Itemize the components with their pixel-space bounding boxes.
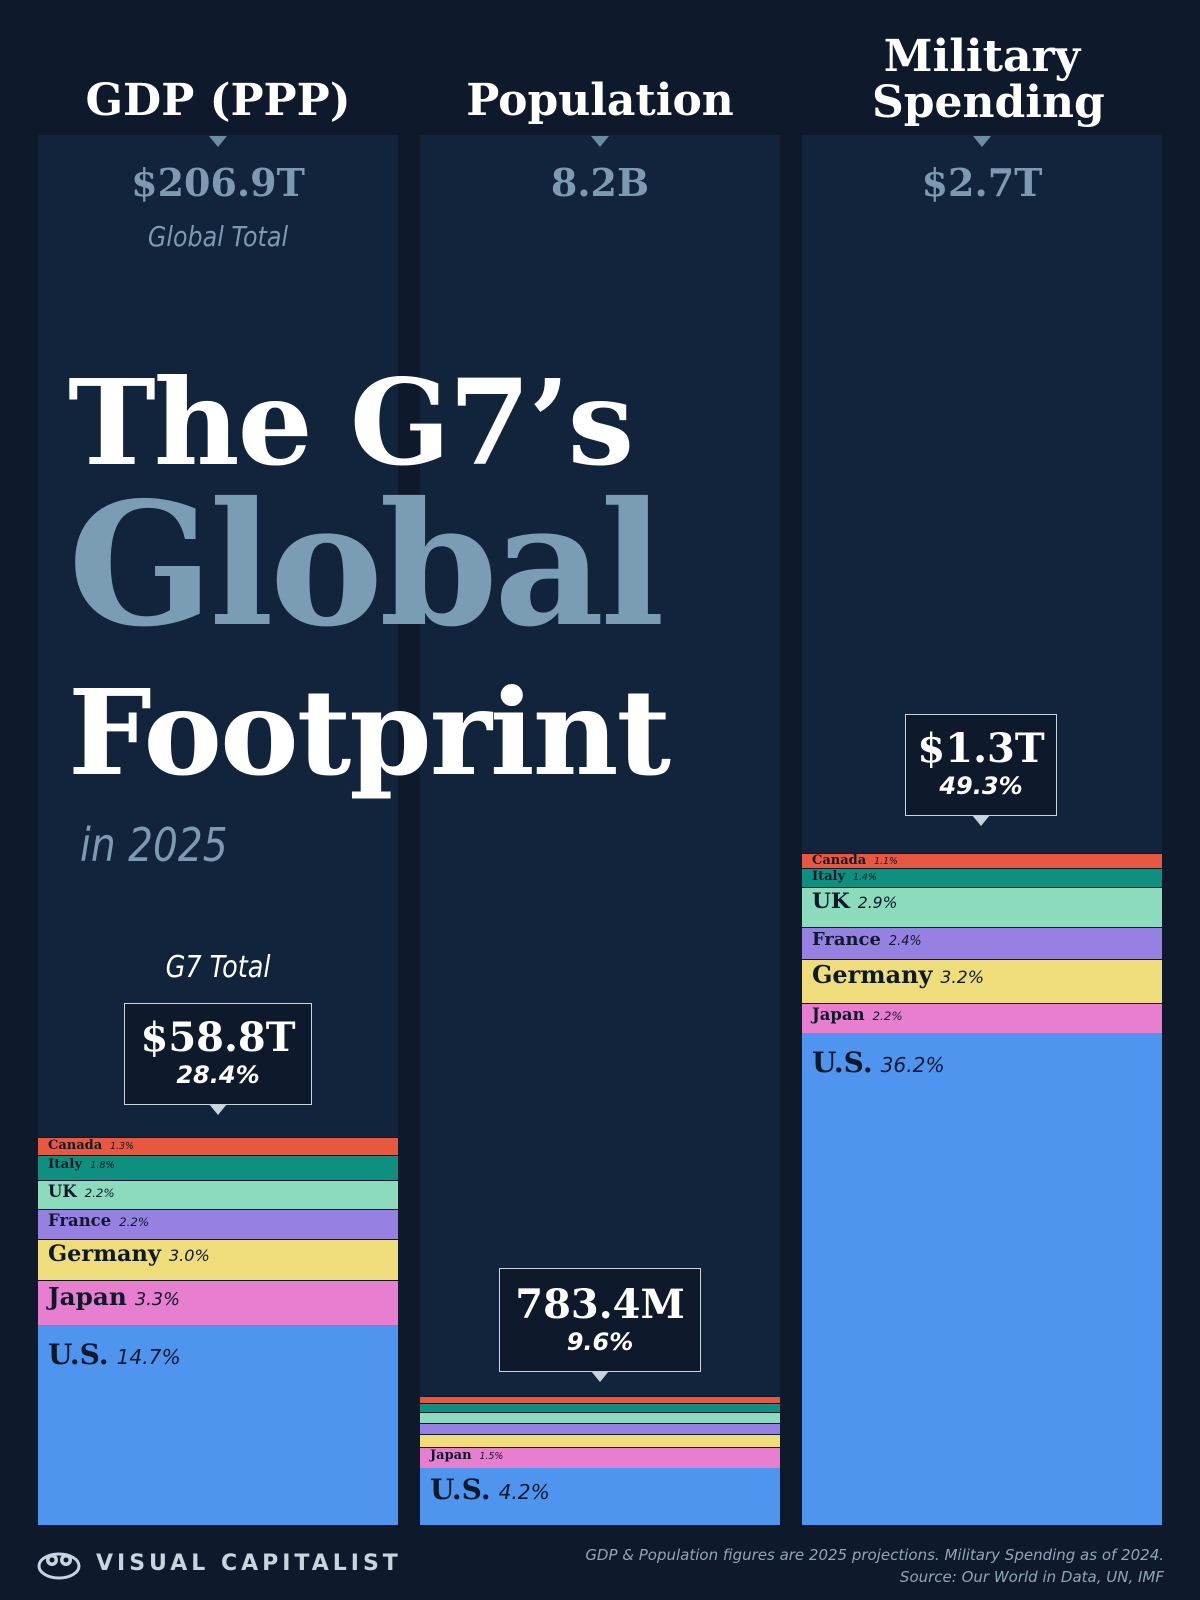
military-g7-total: $1.3T — [917, 725, 1045, 772]
population-bar-japan: Japan 1.5% — [420, 1447, 780, 1468]
gdp-bar-label-percent: 3.3% — [134, 1290, 180, 1311]
gdp-bar-us: U.S. 14.7% — [38, 1325, 398, 1525]
military-bar-label-percent: 2.2% — [872, 1008, 903, 1023]
population-bar-italy — [420, 1402, 780, 1413]
population-bar-germany — [420, 1433, 780, 1448]
population-bar-label-percent: 4.2% — [498, 1480, 550, 1505]
g7-total-label: G7 Total — [165, 950, 271, 985]
gdp-bar-label-country: Japan — [48, 1282, 127, 1312]
gdp-bar-label-percent: 1.8% — [90, 1160, 115, 1172]
military-callout-tail — [972, 815, 990, 826]
military-bar-canada: Canada 1.1% — [802, 853, 1162, 869]
gdp-bar-japan: Japan 3.3% — [38, 1280, 398, 1326]
population-header: Population — [466, 75, 734, 126]
military-bar-italy: Italy 1.4% — [802, 868, 1162, 888]
gdp-callout-tail — [209, 1104, 227, 1115]
gdp-global-total-label: Global Total — [147, 220, 289, 253]
population-global-total: 8.2B — [550, 160, 650, 205]
gdp-bar-label-country: France — [48, 1211, 112, 1231]
military-caret-icon — [973, 136, 991, 147]
military-bar-label-percent: 36.2% — [880, 1052, 945, 1077]
population-callout-tail — [591, 1371, 609, 1382]
brand-name: VISUAL CAPITALIST — [96, 1550, 402, 1576]
source-note-line-1: GDP & Population figures are 2025 projec… — [585, 1546, 1164, 1564]
military-bar-label-percent: 1.1% — [874, 856, 898, 868]
military-bar-label-country: U.S. — [812, 1045, 873, 1079]
military-global-total: $2.7T — [921, 160, 1043, 205]
gdp-bar-italy: Italy 1.8% — [38, 1155, 398, 1180]
source-note-line-2: Source: Our World in Data, UN, IMF — [899, 1568, 1164, 1586]
gdp-bar-label-country: Germany — [48, 1241, 161, 1268]
gdp-bar-label-country: Italy — [48, 1156, 83, 1173]
gdp-bar-label-percent: 14.7% — [116, 1345, 181, 1370]
military-bar-label-country: France — [812, 928, 881, 950]
gdp-bar-label-percent: 1.3% — [110, 1141, 134, 1153]
population-bar-france — [420, 1423, 780, 1434]
military-bar-label-country: Canada — [812, 853, 867, 869]
gdp-global-total: $206.9T — [131, 160, 305, 205]
gdp-g7-callout: $58.8T 28.4% — [124, 1003, 312, 1115]
population-bar-us: U.S. 4.2% — [420, 1467, 780, 1525]
military-bar-label-country: UK — [812, 889, 850, 915]
gdp-bar-canada: Canada 1.3% — [38, 1137, 398, 1156]
gdp-bar-label-percent: 2.2% — [84, 1185, 115, 1200]
gdp-bar-uk: UK 2.2% — [38, 1179, 398, 1210]
visual-capitalist-logo: VISUAL CAPITALIST — [36, 1546, 402, 1580]
visual-capitalist-logo-icon — [37, 1552, 81, 1580]
military-header: Military Spending — [872, 31, 1105, 128]
population-caret-icon — [591, 136, 609, 147]
gdp-bar-label-country: U.S. — [48, 1338, 109, 1372]
military-bar-label-percent: 2.4% — [888, 933, 922, 949]
gdp-bar-france: France 2.2% — [38, 1209, 398, 1240]
military-bar-label-percent: 2.9% — [857, 894, 898, 913]
population-bar-uk — [420, 1412, 780, 1423]
gdp-bar-label-country: Canada — [48, 1138, 103, 1154]
gdp-caret-icon — [209, 136, 227, 147]
population-bar-label-country: Japan — [430, 1448, 472, 1464]
gdp-bar-label-country: UK — [48, 1181, 77, 1201]
title-year: in 2025 — [80, 818, 228, 872]
title-line-2: Global — [68, 465, 665, 665]
source-note: GDP & Population figures are 2025 projec… — [585, 1544, 1164, 1588]
military-bar-label-percent: 3.2% — [940, 968, 985, 989]
military-bar-label-country: Japan — [812, 1004, 865, 1024]
population-bar-label-percent: 1.5% — [479, 1451, 504, 1463]
gdp-g7-total: $58.8T — [140, 1014, 296, 1061]
military-bar-france: France 2.4% — [802, 926, 1162, 960]
gdp-bar-germany: Germany 3.0% — [38, 1239, 398, 1281]
military-bar-us: U.S. 36.2% — [802, 1032, 1162, 1525]
population-g7-callout: 783.4M 9.6% — [499, 1268, 701, 1382]
population-bar-label-country: U.S. — [430, 1473, 491, 1507]
military-bar-label-country: Italy — [812, 869, 846, 885]
military-bar-japan: Japan 2.2% — [802, 1002, 1162, 1033]
gdp-g7-percent: 28.4% — [176, 1061, 260, 1089]
military-g7-percent: 49.3% — [939, 772, 1023, 800]
title-line-1: The G7’s — [68, 353, 634, 492]
military-bar-germany: Germany 3.2% — [802, 959, 1162, 1003]
military-bar-uk: UK 2.9% — [802, 887, 1162, 927]
title-line-3: Footprint — [68, 663, 671, 802]
gdp-bar-label-percent: 2.2% — [119, 1215, 150, 1230]
gdp-header: GDP (PPP) — [85, 75, 351, 126]
military-g7-callout: $1.3T 49.3% — [905, 714, 1057, 826]
gdp-bar-label-percent: 3.0% — [168, 1246, 210, 1266]
population-bar-canada — [420, 1395, 780, 1403]
population-g7-percent: 9.6% — [566, 1328, 634, 1356]
population-g7-total: 783.4M — [515, 1281, 685, 1328]
military-bar-label-percent: 1.4% — [853, 872, 877, 884]
military-bar-label-country: Germany — [812, 961, 933, 990]
